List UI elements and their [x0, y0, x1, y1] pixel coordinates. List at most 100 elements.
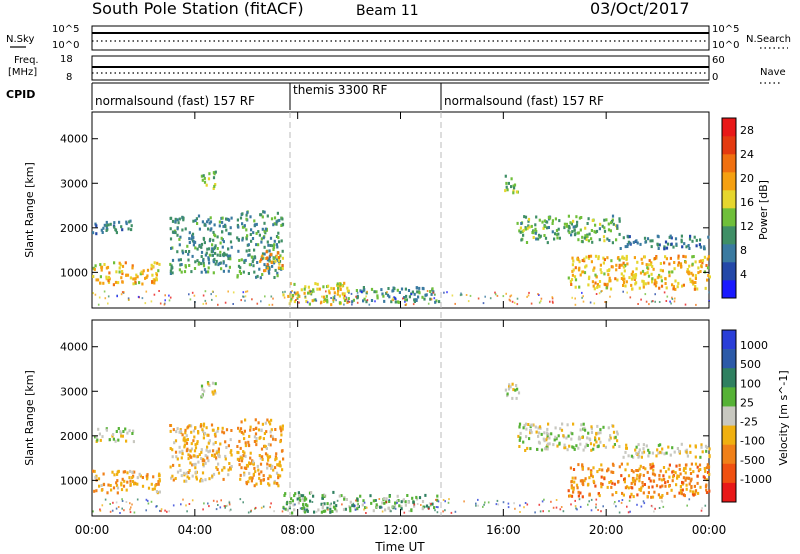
- power-ground-scatter: [298, 301, 300, 304]
- velocity-cell-4: [266, 418, 269, 422]
- power-cell-9: [568, 226, 571, 230]
- velocity-cell-2: [192, 454, 195, 458]
- velocity-colorbar-frame: [721, 329, 737, 503]
- power-cell-6: [296, 291, 299, 295]
- power-cell-9: [557, 232, 560, 236]
- power-cell-1: [125, 273, 128, 277]
- velocity-cell-3: [201, 387, 204, 391]
- velocity-cell-10: [581, 467, 584, 471]
- velocity-cell-2: [178, 450, 181, 454]
- power-ground-scatter: [489, 297, 492, 300]
- velocity-cell-5: [297, 491, 300, 495]
- power-cell-11: [671, 283, 674, 287]
- power-cell-10: [626, 245, 629, 248]
- power-cell-9: [534, 227, 537, 231]
- velocity-cell-4: [277, 484, 280, 488]
- velocity-cell-2: [185, 438, 188, 442]
- velocity-cell-2: [180, 456, 183, 460]
- power-cell-9: [603, 229, 607, 233]
- velocity-cell-10: [652, 479, 656, 483]
- power-cell-11: [578, 285, 581, 289]
- power-colorbar-swatch: [722, 244, 736, 263]
- power-cell-4: [253, 248, 256, 252]
- power-cell-6: [332, 287, 335, 291]
- power-cell-1: [158, 262, 161, 266]
- power-ground-scatter: [232, 303, 234, 305]
- power-ground-scatter: [443, 291, 445, 294]
- power-cell-2: [177, 258, 180, 262]
- velocity-ground-scatter: [484, 501, 486, 504]
- velocity-cell-8: [572, 422, 575, 426]
- velocity-cell-9: [665, 451, 668, 455]
- power-ground-scatter: [163, 303, 166, 306]
- power-cell-4: [247, 272, 250, 275]
- velocity-ground-scatter: [477, 504, 479, 507]
- power-colorbar-swatch: [722, 280, 736, 299]
- power-cell-4: [261, 215, 264, 219]
- velocity-cell-4: [236, 445, 239, 448]
- velocity-cell-2: [188, 449, 191, 453]
- velocity-cell-8: [566, 423, 569, 427]
- velocity-cell-9: [637, 450, 640, 454]
- velocity-cell-2: [188, 469, 191, 472]
- velocity-cell-2: [195, 477, 198, 481]
- power-cell-11: [689, 277, 692, 281]
- nave-label: Nave: [760, 67, 786, 78]
- velocity-ground-scatter: [653, 510, 655, 513]
- power-cell-11: [659, 262, 662, 265]
- power-cell-2: [184, 227, 187, 231]
- power-cell-4: [274, 268, 277, 272]
- velocity-cell-10: [613, 482, 616, 486]
- power-cell-7: [421, 295, 424, 299]
- power-ground-scatter: [593, 302, 596, 305]
- power-cell-6: [337, 289, 340, 293]
- velocity-cell-8: [559, 427, 562, 431]
- power-cell-1: [99, 275, 102, 279]
- power-ground-scatter: [416, 298, 418, 301]
- power-cell-2: [225, 264, 228, 268]
- power-cell-6: [323, 300, 326, 303]
- velocity-cell-9: [705, 446, 709, 449]
- velocity-ground-scatter: [299, 507, 302, 510]
- velocity-cell-4: [274, 458, 277, 462]
- velocity-cell-1: [121, 477, 124, 481]
- power-ground-scatter: [306, 301, 309, 304]
- velocity-cell-4: [245, 463, 249, 467]
- velocity-cell-10: [685, 487, 688, 491]
- power-cell-11: [690, 271, 693, 275]
- power-cell-2: [218, 262, 221, 265]
- power-cell-2: [204, 270, 208, 274]
- power-cell-2: [197, 214, 201, 218]
- velocity-colorbar-swatch: [722, 368, 736, 388]
- power-cell-9: [539, 234, 542, 238]
- velocity-cell-10: [684, 466, 687, 470]
- velocity-cell-8: [563, 443, 566, 447]
- power-cell-11: [582, 270, 585, 274]
- velocity-cell-5: [331, 510, 334, 513]
- power-cell-2: [222, 240, 225, 244]
- velocity-cell-6: [400, 505, 403, 509]
- power-cell-1: [140, 270, 143, 274]
- power-cell-11: [692, 255, 695, 258]
- power-cell-6: [316, 287, 319, 291]
- velocity-ground-scatter: [507, 502, 510, 505]
- power-ground-scatter: [671, 296, 673, 299]
- freq-label-line2: [MHz]: [8, 67, 37, 78]
- power-cell-2: [181, 228, 184, 232]
- power-cell-7: [362, 299, 365, 303]
- power-cell-9: [572, 219, 575, 223]
- velocity-ground-scatter: [704, 504, 707, 507]
- velocity-cell-2: [207, 441, 210, 445]
- velocity-cell-2: [204, 461, 207, 465]
- velocity-cell-6: [385, 497, 388, 501]
- velocity-cell-2: [203, 431, 207, 435]
- power-cell-6: [314, 282, 317, 286]
- velocity-cell-2: [224, 454, 227, 458]
- velocity-cell-8: [614, 435, 617, 439]
- velocity-cell-9: [622, 455, 625, 459]
- power-cell-4: [250, 228, 253, 232]
- velocity-cell-9: [625, 443, 628, 447]
- power-cell-7: [387, 287, 390, 290]
- power-cell-5: [281, 256, 284, 260]
